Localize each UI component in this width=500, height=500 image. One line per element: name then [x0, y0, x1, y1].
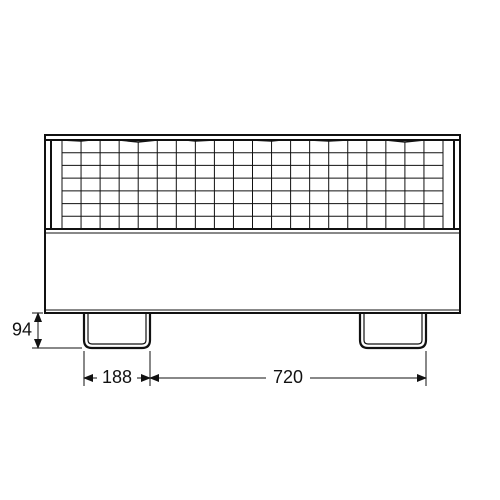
- mesh-grid: [62, 138, 443, 229]
- fork-feet: [84, 313, 426, 348]
- dimension-labels: 188 720 94: [12, 319, 310, 389]
- dimension-lines: [32, 313, 426, 386]
- elevation-drawing: 188 720 94: [0, 0, 500, 500]
- dim-188-label: 188: [102, 367, 132, 387]
- dim-720-label: 720: [273, 367, 303, 387]
- dim-94-label: 94: [12, 319, 32, 339]
